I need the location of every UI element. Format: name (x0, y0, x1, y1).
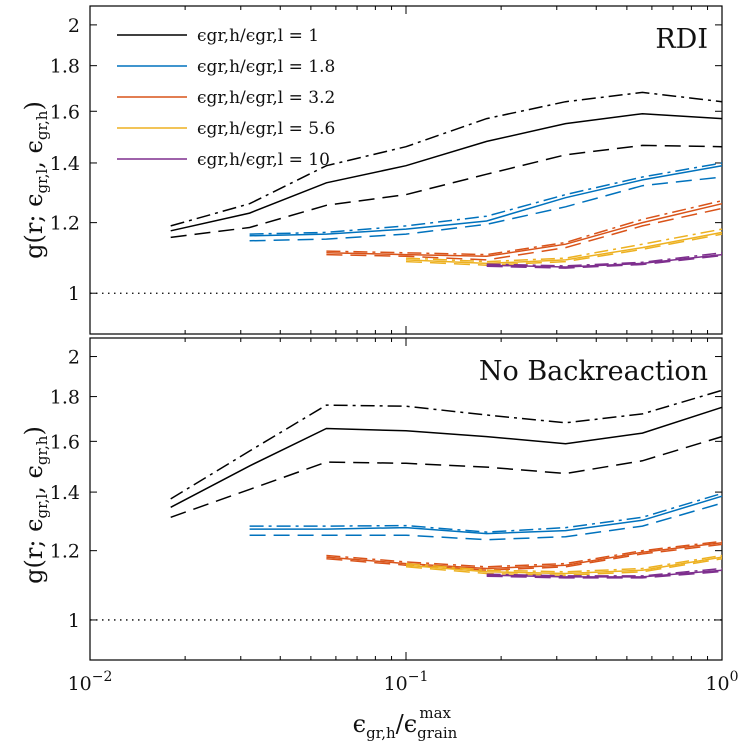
y-axis-label-bottom: g(r; ϵgr,l, ϵgr,h) (20, 426, 51, 584)
x-tick-label: 100 (705, 669, 738, 695)
series-line-ratio-3-2-dashed (326, 207, 723, 261)
series-line-ratio-1-8-dashed (249, 502, 723, 541)
y-tick-label: 1 (68, 283, 80, 305)
legend-entry: ϵgr,h/ϵgr,l = 10 (197, 150, 330, 170)
y-tick-label: 2 (68, 15, 80, 37)
series-line-ratio-1-dashdot (170, 91, 723, 227)
y-tick-label: 1.6 (50, 101, 80, 123)
series-line-ratio-3-2-dashdot (326, 199, 723, 256)
series-line-ratio-10-dashdot (486, 567, 723, 577)
series-line-ratio-5-6-solid (405, 231, 723, 265)
series-line-ratio-1-solid (170, 112, 723, 232)
y-tick-label: 1.6 (50, 431, 80, 453)
y-tick-label: 1.4 (50, 482, 80, 504)
series-line-ratio-5-6-dashdot (405, 554, 723, 573)
legend-entry: ϵgr,h/ϵgr,l = 1 (197, 26, 319, 46)
legend-entry: ϵgr,h/ϵgr,l = 5.6 (197, 119, 335, 139)
series-line-ratio-10-dashed (486, 254, 723, 269)
series-line-ratio-10-solid (486, 569, 723, 578)
series-line-ratio-3-2-dashed (326, 543, 723, 571)
x-axis-label: ϵgr,h/ϵgrainmax (353, 704, 458, 742)
series-line-ratio-1-solid (170, 406, 723, 508)
legend-entry: ϵgr,h/ϵgr,l = 3.2 (197, 88, 335, 108)
series-line-ratio-1-8-dashdot (249, 162, 723, 235)
series-line-ratio-1-8-solid (249, 164, 723, 237)
series-line-ratio-1-8-solid (249, 495, 723, 535)
panel-no-backreaction: 1 1.2 1.4 1.6 1.8 2 No Backreaction (50, 337, 723, 661)
y-tick-label: 1.4 (50, 153, 80, 175)
series-line-ratio-1-8-dashdot (249, 492, 723, 533)
y-axis-label: g(r; ϵgr,l, ϵgr,h) (20, 101, 51, 259)
panel-rdi: 1 1.2 1.4 1.6 1.8 2 RDI (50, 5, 723, 335)
series-line-ratio-3-2-solid (326, 202, 723, 258)
series-line-ratio-5-6-solid (405, 556, 723, 575)
series-line-ratio-10-solid (486, 253, 723, 268)
series-line-ratio-1-dashed (170, 144, 723, 239)
series-line-ratio-3-2-dashdot (326, 540, 723, 568)
y-tick-label: 1.8 (50, 387, 80, 409)
y-tick-label: 1.2 (50, 541, 80, 563)
series-line-ratio-10-dashdot (486, 252, 723, 267)
series-line-ratio-1-dashed (170, 435, 723, 519)
series-line-ratio-1-8-dashed (249, 176, 723, 242)
x-tick-label: 10−2 (68, 669, 113, 695)
series-line-ratio-1-dashdot (170, 389, 723, 500)
y-tick-label: 1.2 (50, 213, 80, 235)
series-line-ratio-10-dashed (486, 570, 723, 579)
series-line-ratio-3-2-solid (326, 542, 723, 570)
x-tick-label: 10−1 (384, 669, 429, 695)
series-line-ratio-5-6-dashdot (405, 228, 723, 263)
y-tick-label: 1 (68, 610, 80, 632)
plot-frame (89, 5, 723, 335)
panel-title: No Backreaction (479, 356, 708, 387)
legend: ϵgr,h/ϵgr,l = 1 ϵgr,h/ϵgr,l = 1.8 ϵgr,h/ϵg… (117, 26, 335, 170)
series-line-ratio-5-6-dashed (405, 233, 723, 266)
x-tick-labels: 10−2 10−1 100 (68, 669, 739, 695)
legend-entry: ϵgr,h/ϵgr,l = 1.8 (197, 57, 335, 77)
panel-title: RDI (655, 24, 708, 55)
series-line-ratio-5-6-dashed (405, 557, 723, 576)
y-tick-label: 1.8 (50, 56, 80, 78)
y-tick-label: 2 (68, 347, 80, 369)
